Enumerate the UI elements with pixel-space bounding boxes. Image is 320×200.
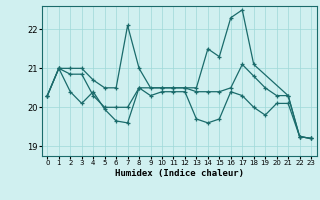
X-axis label: Humidex (Indice chaleur): Humidex (Indice chaleur) (115, 169, 244, 178)
